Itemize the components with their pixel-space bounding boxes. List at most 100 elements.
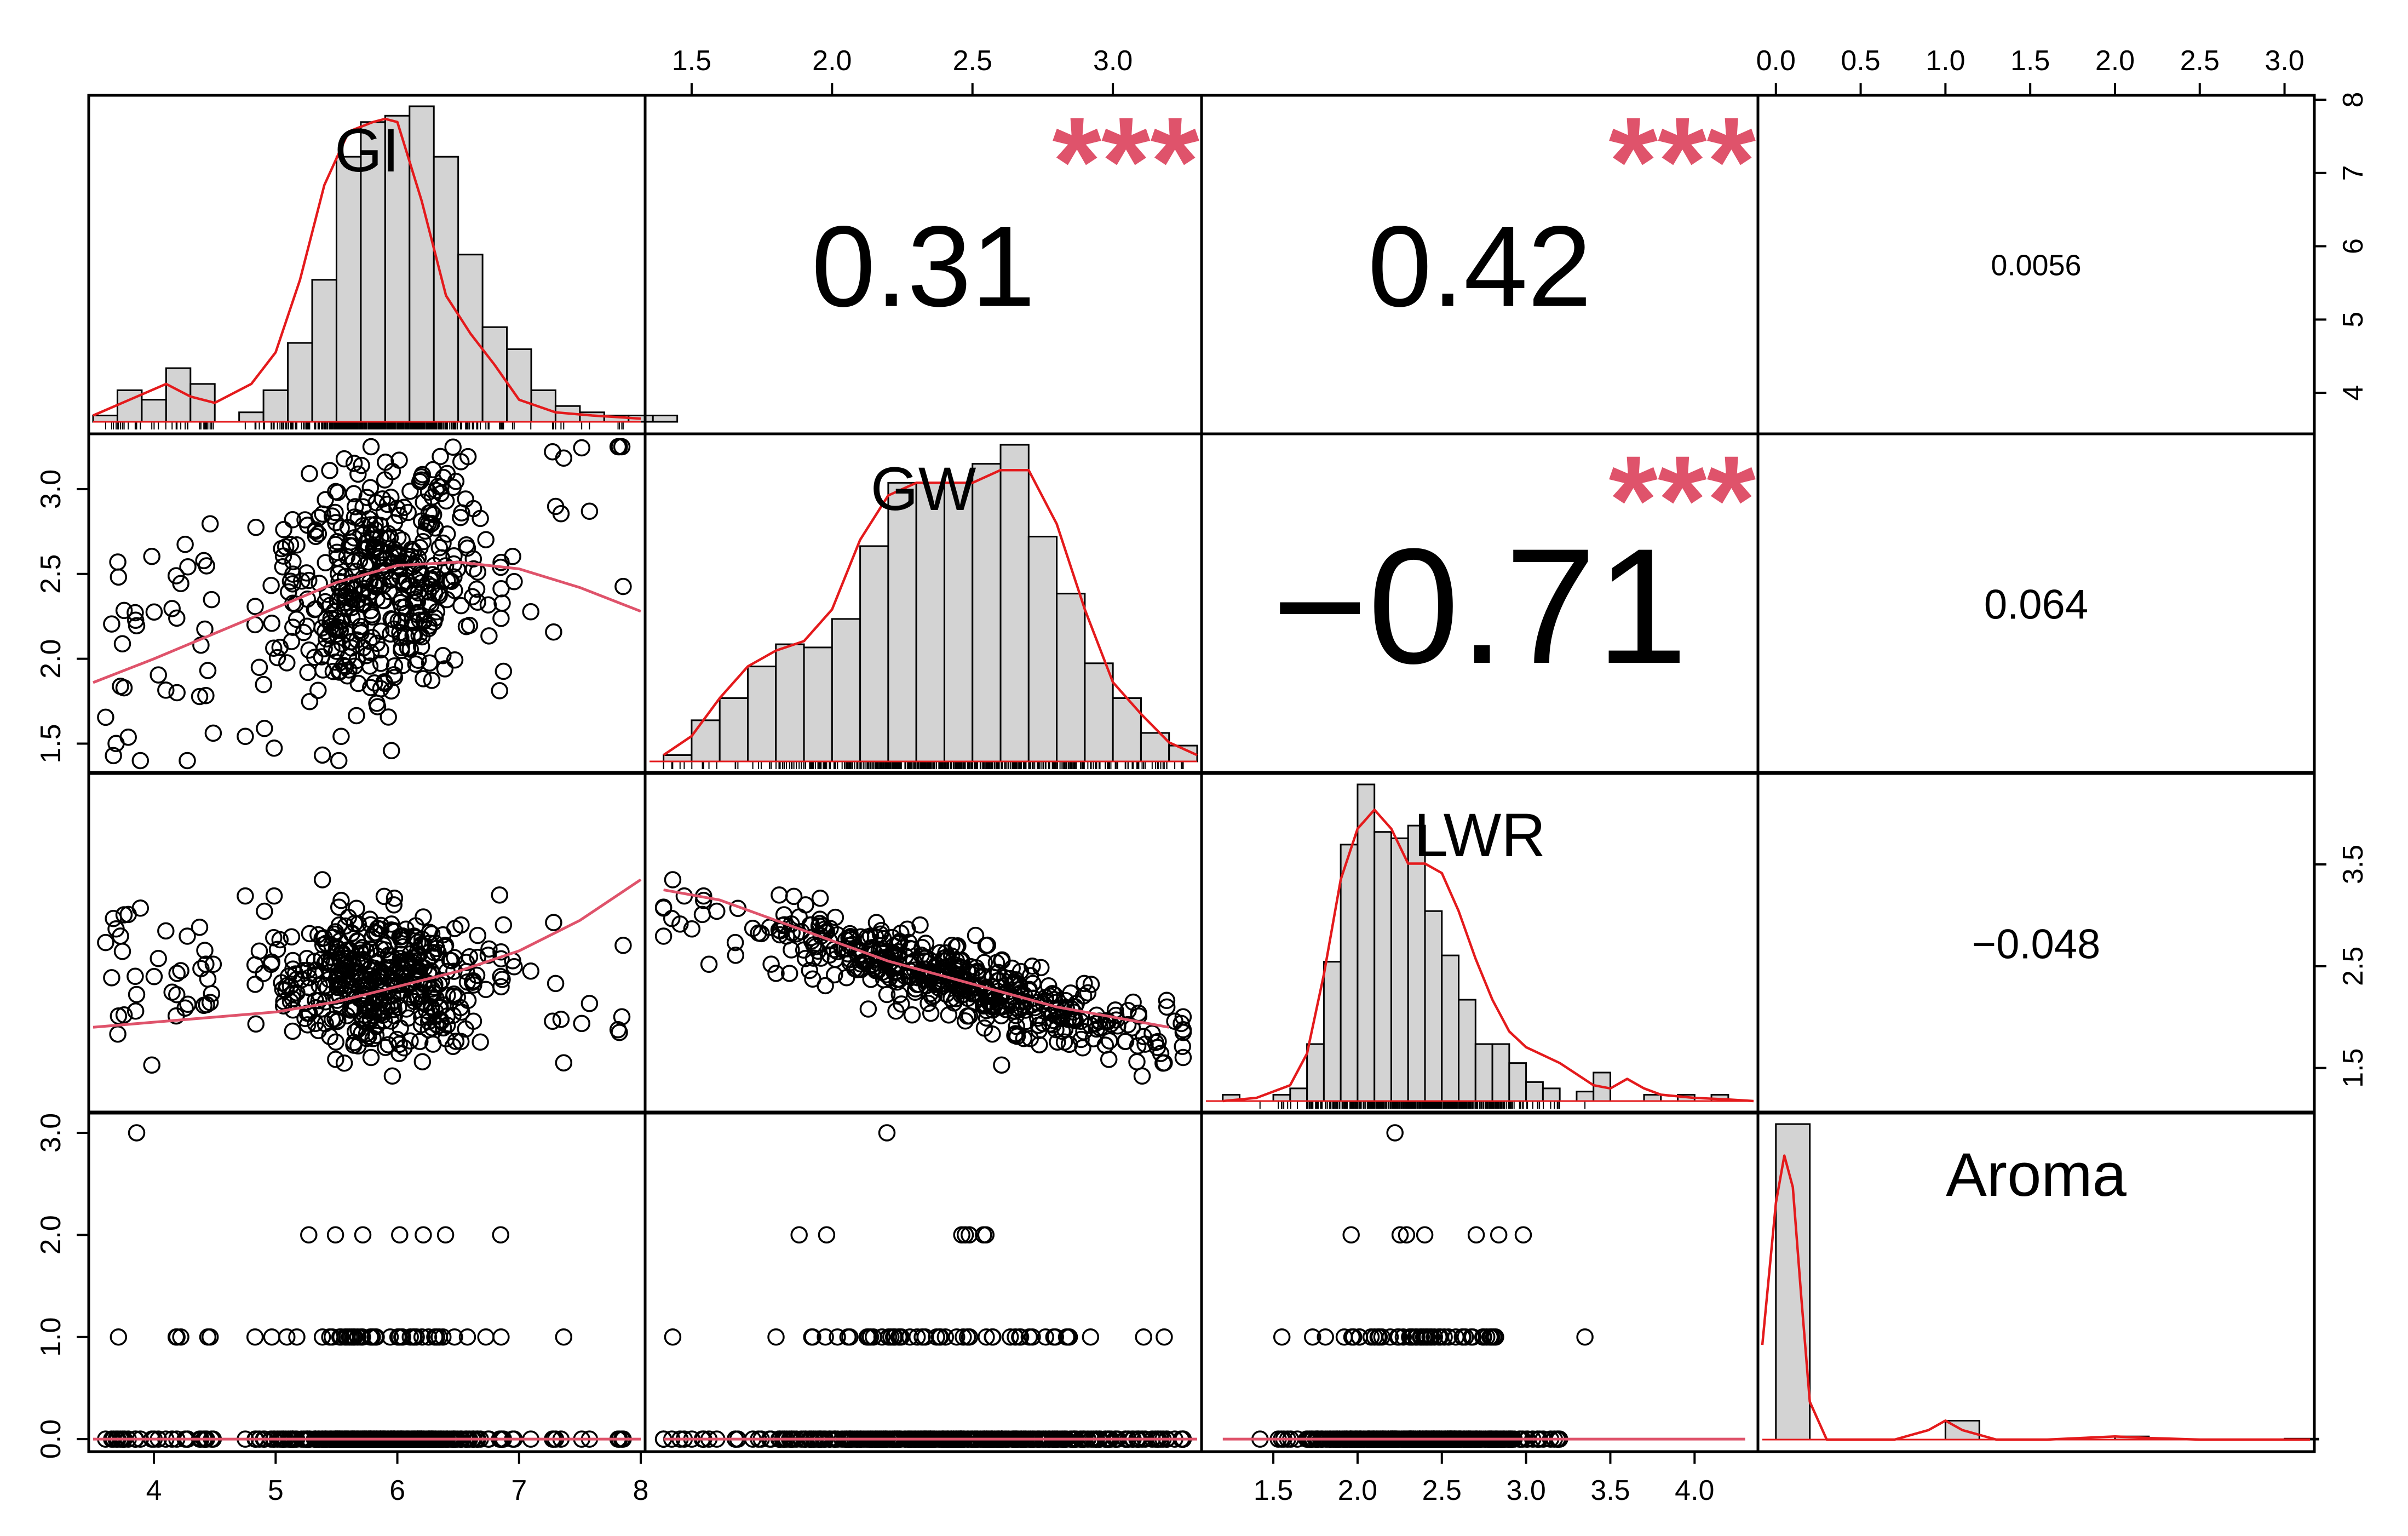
scatter-point-gw-aroma xyxy=(953,1226,970,1244)
scatter-point-gw-lwr xyxy=(1049,1033,1066,1051)
scatter-point-gi-gw xyxy=(432,478,450,496)
histogram-bar-lwr xyxy=(1357,783,1376,1102)
scatter-point-gi-gw xyxy=(330,752,348,770)
left-axis-aroma-tick-label: 1.0 xyxy=(35,1317,67,1357)
scatter-point-gi-lwr xyxy=(313,871,331,889)
scatter-point-gi-lwr xyxy=(204,955,222,973)
right-axis-gi-tick-label: 4 xyxy=(2337,385,2369,401)
scatter-point-lwr-aroma xyxy=(1457,1328,1474,1346)
scatter-point-gi-lwr xyxy=(545,914,562,931)
scatter-point-gi-gw xyxy=(274,558,292,576)
histogram-bar-gi xyxy=(335,156,362,423)
scatter-point-gi-gw xyxy=(441,571,459,589)
scatter-point-gi-gw xyxy=(380,525,397,542)
scatter-point-gw-aroma xyxy=(860,1328,877,1346)
scatter-point-gi-lwr xyxy=(298,1016,317,1034)
scatter-point-gi-lwr xyxy=(404,957,422,975)
histogram-bar-gi xyxy=(652,414,679,423)
scatter-point-gi-gw xyxy=(395,498,413,516)
scatter-point-gw-lwr xyxy=(974,967,992,985)
scatter-point-gi-lwr xyxy=(168,965,186,982)
scatter-point-gi-gw xyxy=(461,616,479,634)
scatter-point-gi-gw xyxy=(373,543,390,561)
scatter-point-gw-aroma xyxy=(1135,1328,1152,1346)
scatter-point-gi-gw xyxy=(344,580,363,598)
scatter-point-gi-gw xyxy=(346,498,364,515)
scatter-point-gi-gw xyxy=(103,615,120,633)
scatter-point-gw-aroma xyxy=(1156,1328,1173,1346)
scatter-point-gw-lwr xyxy=(664,871,682,889)
scatter-point-gw-lwr xyxy=(872,921,890,939)
scatter-point-gi-gw xyxy=(246,598,264,615)
scatter-point-gi-gw xyxy=(545,623,562,641)
scatter-point-gi-aroma xyxy=(172,1328,189,1346)
scatter-point-lwr-aroma xyxy=(1391,1226,1409,1244)
scatter-point-gi-lwr xyxy=(390,1045,408,1062)
scatter-point-gi-gw xyxy=(313,619,331,637)
scatter-point-gi-lwr xyxy=(179,927,196,945)
scatter-point-gi-aroma xyxy=(391,1226,409,1244)
bottom-axis-lwr-tick-label: 1.5 xyxy=(1254,1475,1293,1506)
top-axis-aroma-tick-label: 3.0 xyxy=(2265,45,2304,77)
scatter-point-gi-lwr xyxy=(403,975,421,992)
scatter-point-gi-gw xyxy=(458,539,476,557)
scatter-point-gi-lwr xyxy=(127,967,144,985)
scatter-point-gi-lwr xyxy=(447,1033,465,1050)
scatter-point-lwr-aroma xyxy=(1342,1226,1360,1244)
scatter-point-gi-aroma xyxy=(555,1328,573,1346)
scatter-point-gi-gw xyxy=(329,484,347,501)
scatter-point-gi-gw xyxy=(203,591,221,609)
scatter-point-lwr-aroma xyxy=(1490,1226,1508,1244)
scatter-point-gi-gw xyxy=(113,635,131,653)
scatter-point-gw-lwr xyxy=(1150,1033,1167,1051)
scatter-point-gi-lwr xyxy=(613,1008,631,1026)
scatter-point-gw-aroma xyxy=(1007,1328,1024,1346)
scatter-point-lwr-aroma xyxy=(1398,1226,1416,1244)
histogram-bar-lwr xyxy=(1474,1043,1493,1102)
histogram-bar-gi xyxy=(238,411,265,423)
scatter-point-gw-lwr xyxy=(975,1019,993,1037)
scatter-point-gw-aroma xyxy=(893,1328,910,1346)
scatter-point-gw-lwr xyxy=(993,1056,1010,1074)
scatter-point-gi-gw xyxy=(479,596,497,614)
scatter-point-gi-lwr xyxy=(316,954,334,972)
histogram-bar-lwr xyxy=(1373,831,1392,1102)
variable-label-lwr: LWR xyxy=(1414,801,1546,869)
scatter-point-gi-lwr xyxy=(385,896,403,914)
loess-curve-gw-lwr xyxy=(663,888,1170,1029)
scatter-point-gw-lwr xyxy=(1066,998,1084,1016)
scatter-point-gi-gw xyxy=(363,524,380,541)
scatter-point-gi-gw xyxy=(388,500,406,517)
histogram-bar-gw xyxy=(1056,593,1086,763)
scatter-point-lwr-aroma xyxy=(1416,1226,1434,1244)
scatter-point-gi-lwr xyxy=(237,887,254,905)
scatter-point-gi-lwr xyxy=(275,993,292,1010)
right-axis-gi-tick-label: 5 xyxy=(2337,312,2369,328)
scatter-point-gw-lwr xyxy=(1152,1045,1170,1062)
scatter-point-gi-lwr xyxy=(318,953,335,971)
scatter-point-gi-aroma xyxy=(110,1328,128,1346)
bottom-axis-gi-tick-label: 6 xyxy=(389,1475,405,1506)
scatter-point-gi-lwr xyxy=(522,962,539,980)
scatter-point-gi-gw xyxy=(372,655,390,672)
scatter-point-gw-lwr xyxy=(801,961,819,979)
scatter-point-gi-lwr xyxy=(387,962,405,980)
scatter-point-gi-aroma xyxy=(389,1328,407,1346)
histogram-bar-gw xyxy=(999,444,1030,763)
scatter-point-gi-aroma xyxy=(364,1328,381,1346)
scatter-point-gw-lwr xyxy=(780,965,798,982)
scatter-point-gi-gw xyxy=(362,438,380,456)
scatter-point-gi-lwr xyxy=(286,965,304,983)
scatter-point-gi-gw xyxy=(179,558,197,576)
scatter-point-gi-aroma xyxy=(430,1328,448,1346)
scatter-point-gi-gw xyxy=(446,651,464,669)
scatter-point-gi-gw xyxy=(415,611,433,629)
scatter-point-gi-gw xyxy=(326,621,344,639)
scatter-point-gw-lwr xyxy=(708,902,726,920)
histogram-bar-gi xyxy=(433,156,459,423)
scatter-point-gi-gw xyxy=(386,657,404,675)
scatter-point-gw-lwr xyxy=(890,986,909,1004)
scatter-point-gw-lwr xyxy=(654,898,673,916)
scatter-point-gi-lwr xyxy=(383,915,400,933)
scatter-point-gi-aroma xyxy=(415,1226,432,1244)
